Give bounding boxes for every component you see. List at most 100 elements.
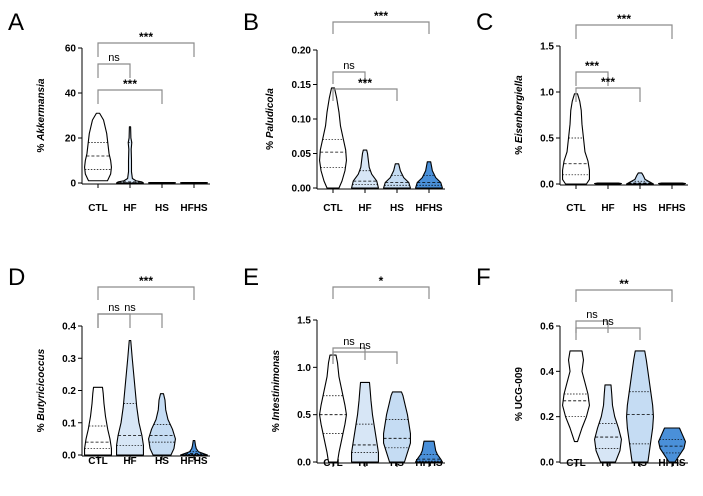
- x-tick-label-hf: HF: [601, 203, 614, 214]
- y-tick-label: 0.5: [297, 410, 311, 421]
- panel-letter: F: [476, 264, 491, 291]
- y-tick-label: 0.5: [540, 134, 554, 145]
- significance-bracket: [575, 71, 609, 86]
- significance-label: ***: [139, 274, 153, 288]
- significance-bracket: [332, 286, 430, 299]
- x-tick-label-hs: HS: [633, 458, 647, 469]
- significance-label: ***: [601, 75, 615, 89]
- significance-label: ***: [123, 77, 137, 91]
- x-tick-label-ctl: CTL: [88, 203, 107, 214]
- y-tick-label: 1.5: [297, 316, 311, 327]
- x-tick-label-hfhs: HFHS: [415, 458, 443, 469]
- significance-label: ***: [139, 30, 153, 44]
- violin-ctl: [319, 354, 347, 463]
- y-tick-label: 0.4: [62, 322, 76, 333]
- significance-bracket: [575, 87, 641, 102]
- x-tick-label-ctl: CTL: [323, 203, 342, 214]
- x-tick-label-hs: HS: [155, 456, 169, 467]
- significance-label: ns: [124, 302, 136, 314]
- y-tick-label: 0.0: [297, 458, 311, 469]
- significance-bracket: [97, 63, 131, 78]
- violin-hf: [116, 126, 144, 184]
- y-tick-label: 0.3: [62, 354, 76, 365]
- x-tick-label-hs: HS: [390, 203, 404, 214]
- violin-ctl: [562, 93, 590, 185]
- significance-label: ***: [358, 76, 372, 90]
- x-tick-label-hf: HF: [601, 458, 614, 469]
- y-axis-label: % Intestinimonas: [271, 349, 282, 432]
- violin-hfhs: [415, 161, 443, 189]
- y-tick-label: 0: [70, 179, 76, 190]
- violin-hs: [383, 391, 411, 463]
- y-tick-label: 0.4: [540, 367, 554, 378]
- y-tick-label: 20: [65, 134, 77, 145]
- significance-label: ns: [108, 52, 120, 64]
- panel-letter: E: [243, 264, 259, 291]
- significance-label: ***: [585, 59, 599, 73]
- panel-letter: B: [243, 9, 259, 36]
- violin-hfhs: [180, 439, 208, 456]
- significance-label: **: [619, 277, 629, 291]
- significance-label: *: [379, 274, 384, 288]
- significance-label: ns: [602, 316, 614, 328]
- x-tick-label-hfhs: HFHS: [415, 203, 443, 214]
- violin-hs: [626, 172, 654, 185]
- x-tick-label-ctl: CTL: [566, 203, 585, 214]
- y-tick-label: 60: [65, 44, 77, 55]
- significance-label: ***: [617, 12, 631, 26]
- x-tick-label-hs: HS: [155, 203, 169, 214]
- panel-letter: A: [8, 9, 24, 36]
- y-tick-label: 0.05: [292, 149, 312, 160]
- significance-bracket: [575, 289, 673, 302]
- violin-ctl: [562, 350, 590, 443]
- significance-bracket: [97, 286, 195, 300]
- significance-bracket: [332, 351, 398, 364]
- y-axis-label: % Paludicola: [265, 88, 276, 150]
- y-tick-label: 0.2: [62, 386, 76, 397]
- x-tick-label-hf: HF: [358, 458, 371, 469]
- x-tick-label-ctl: CTL: [88, 456, 107, 467]
- violin-ctl: [84, 112, 112, 182]
- violin-hfhs: [658, 427, 686, 463]
- x-tick-label-ctl: CTL: [323, 458, 342, 469]
- x-tick-label-hfhs: HFHS: [658, 203, 686, 214]
- significance-bracket: [97, 42, 195, 57]
- y-tick-label: 1.0: [297, 363, 311, 374]
- y-tick-label: 0.0: [540, 458, 554, 469]
- y-tick-label: 0.0: [62, 451, 76, 462]
- violin-hf: [351, 381, 379, 463]
- x-tick-label-hfhs: HFHS: [180, 456, 208, 467]
- significance-label: ns: [359, 340, 371, 352]
- x-tick-label-hs: HS: [633, 203, 647, 214]
- significance-bracket: [332, 88, 398, 101]
- y-tick-label: 40: [65, 89, 77, 100]
- y-tick-label: 0.2: [540, 412, 554, 423]
- x-tick-label-hfhs: HFHS: [180, 203, 208, 214]
- y-axis-label: % Butyricicoccus: [36, 348, 47, 432]
- significance-label: ns: [586, 309, 598, 321]
- significance-bracket: [332, 21, 430, 34]
- significance-label: ***: [374, 9, 388, 23]
- panel-letter: D: [8, 264, 25, 291]
- y-tick-label: 0.6: [540, 322, 554, 333]
- y-tick-label: 0.0: [540, 180, 554, 191]
- violin-ctl: [319, 87, 347, 189]
- x-tick-label-ctl: CTL: [566, 458, 585, 469]
- significance-label: ns: [343, 60, 355, 72]
- violin-hs: [383, 163, 411, 189]
- significance-label: ns: [343, 336, 355, 348]
- violin-hs: [626, 350, 654, 463]
- x-tick-label-hf: HF: [123, 456, 136, 467]
- x-tick-label-hf: HF: [358, 203, 371, 214]
- y-axis-label: % Akkermansia: [36, 78, 47, 152]
- significance-bracket: [575, 24, 673, 39]
- panel-letter: C: [476, 9, 493, 36]
- y-axis-label: % Eisenbergiella: [514, 75, 525, 155]
